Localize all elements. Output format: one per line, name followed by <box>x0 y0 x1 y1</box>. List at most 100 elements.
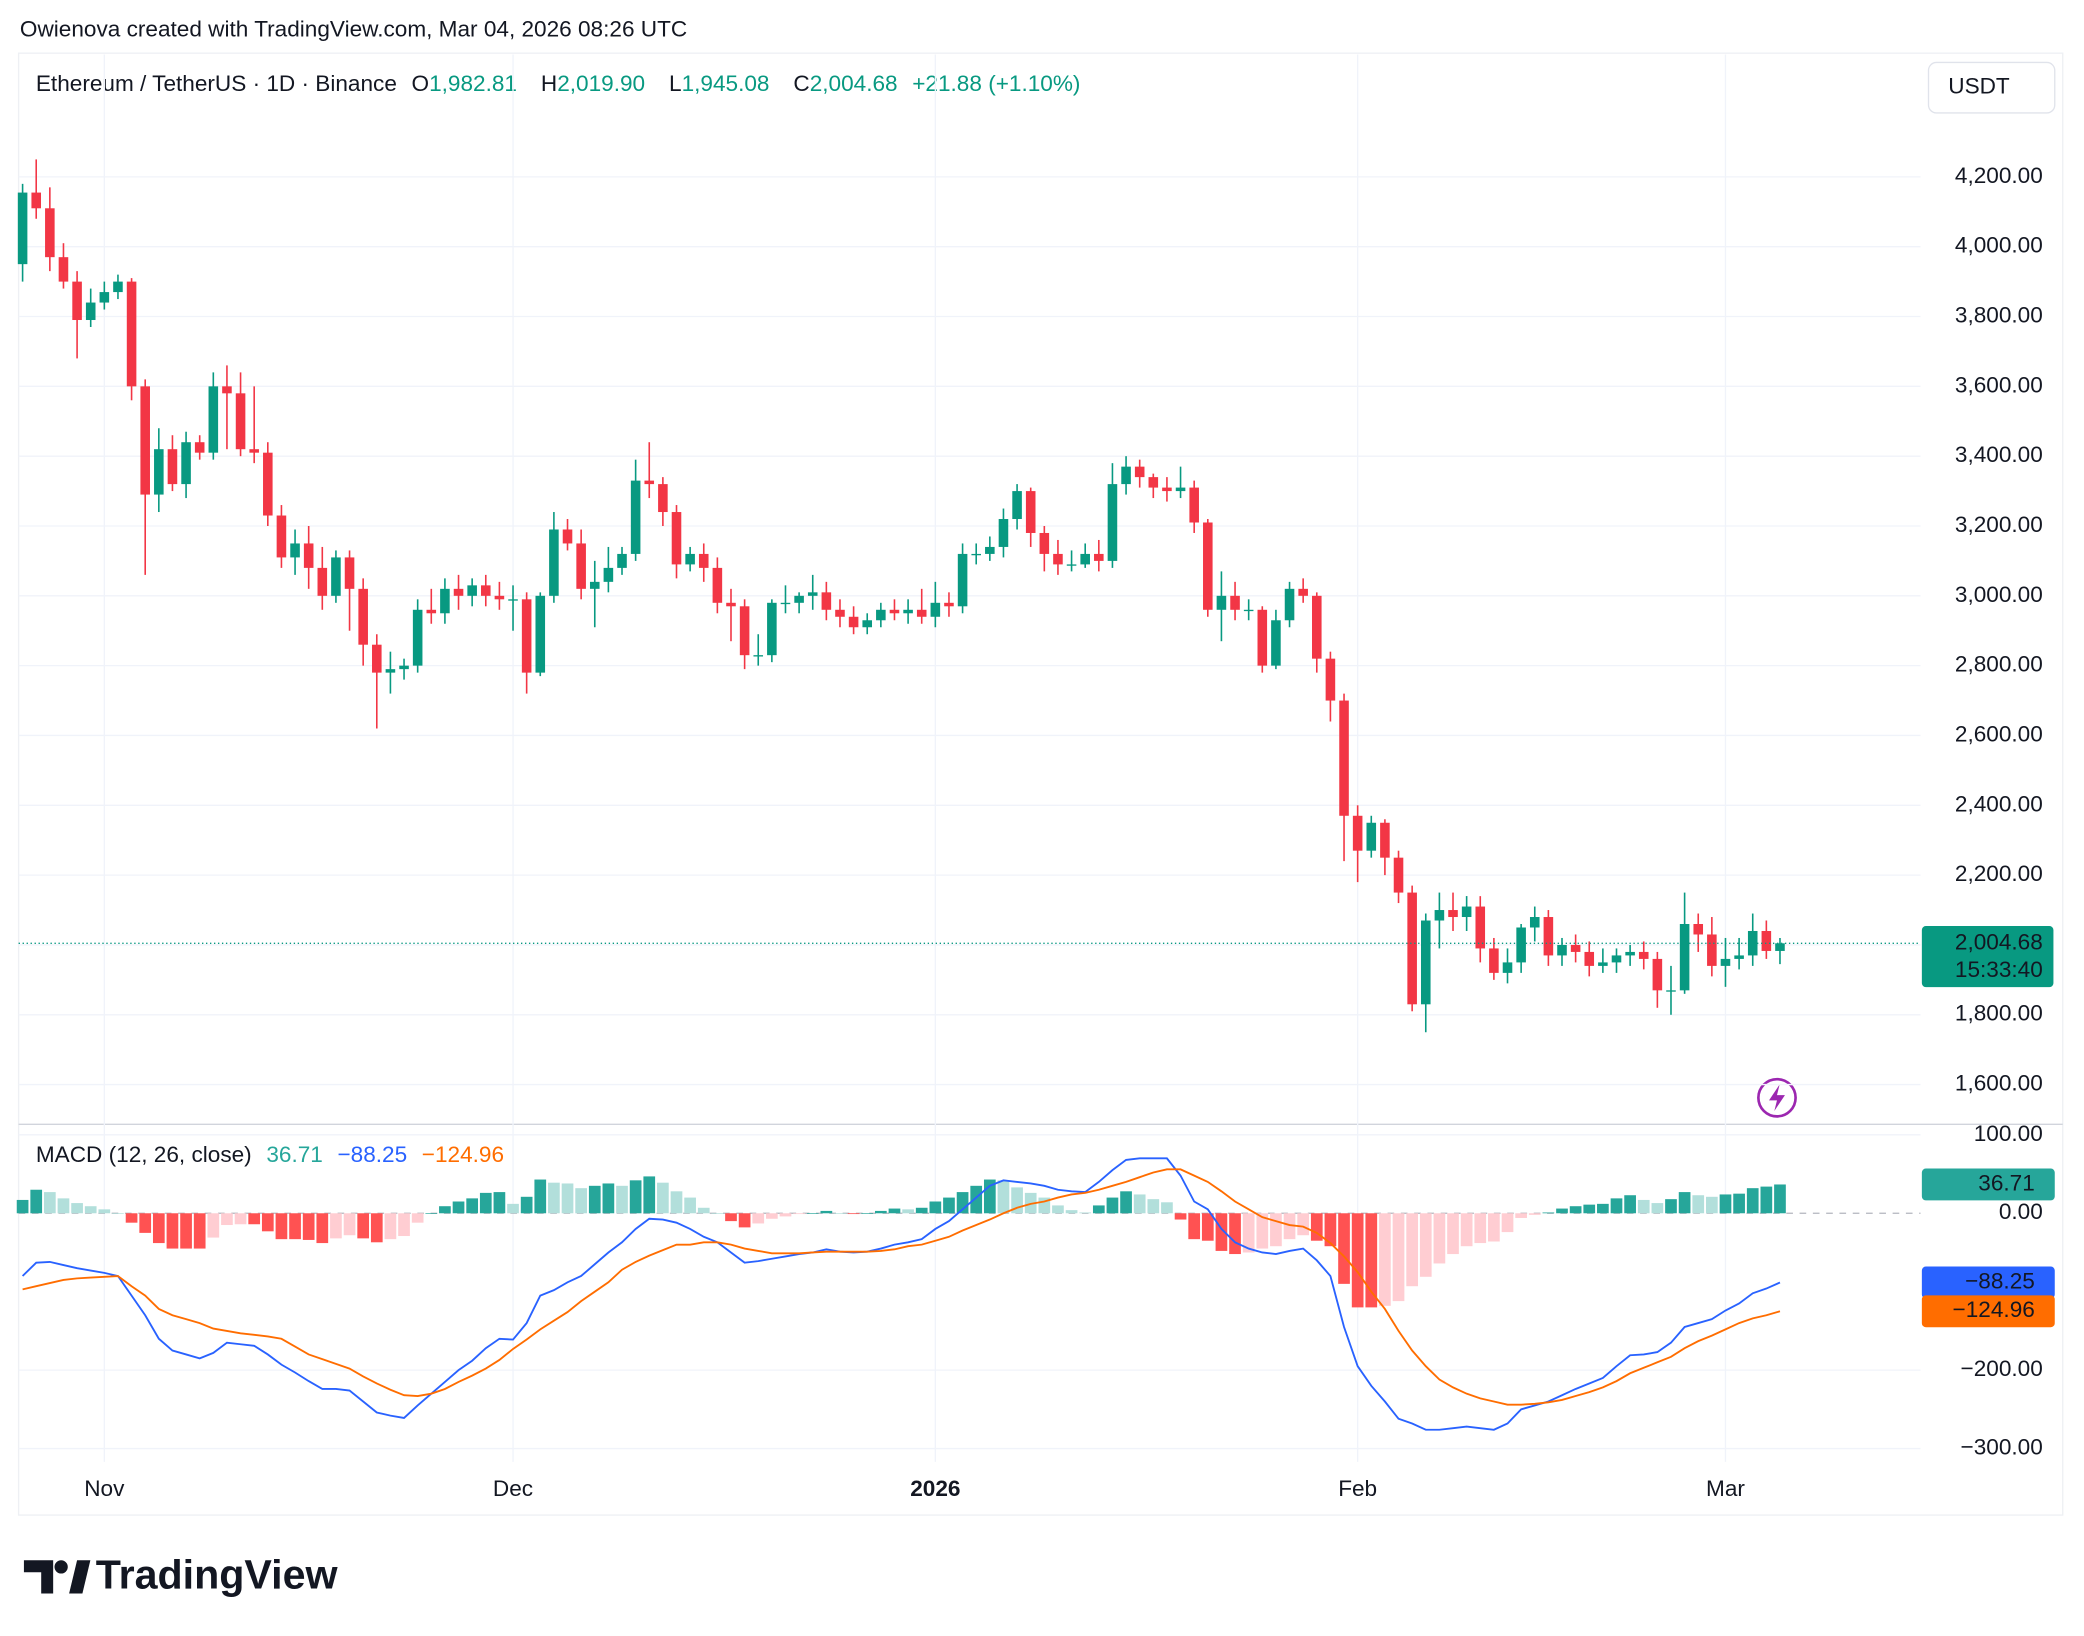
histogram-bar <box>1706 1196 1718 1214</box>
candle-body <box>1012 491 1022 520</box>
candle-body <box>712 567 723 603</box>
candle-body <box>998 519 1009 547</box>
y-tick-label: 4,000.00 <box>1955 233 2043 258</box>
histogram-bar <box>1297 1213 1310 1236</box>
histogram-bar <box>1215 1213 1228 1251</box>
histogram-bar <box>888 1208 901 1214</box>
candle-body <box>971 553 981 556</box>
histogram-bar <box>193 1213 206 1249</box>
histogram-bar <box>520 1196 533 1214</box>
candle-body <box>603 567 614 582</box>
histogram-bar <box>1678 1192 1691 1214</box>
y-tick-label: −300.00 <box>1961 1435 2043 1460</box>
candle-body <box>930 602 941 617</box>
histogram-bar <box>357 1213 370 1239</box>
histogram-bar <box>725 1213 737 1222</box>
candle-body <box>521 599 532 673</box>
candle-body <box>317 567 328 596</box>
candle-body <box>1434 910 1445 921</box>
histogram-bar <box>548 1182 560 1214</box>
histogram-bar <box>1256 1213 1269 1249</box>
macd-line <box>22 1168 1781 1406</box>
alert-bolt[interactable] <box>1769 1084 1785 1112</box>
y-tick-label: 2,200.00 <box>1955 861 2043 886</box>
y-tick-label: 2,600.00 <box>1955 721 2043 746</box>
histogram-bar <box>834 1213 846 1214</box>
histogram-bar <box>1583 1204 1596 1214</box>
macd-line <box>21 1157 1781 1431</box>
candle-body <box>1257 609 1268 666</box>
histogram-bar <box>43 1192 56 1214</box>
candle-body <box>1216 595 1227 610</box>
logo-mark[interactable] <box>23 1560 54 1594</box>
candle-body <box>249 449 259 453</box>
candle-body <box>126 281 137 387</box>
histogram-bar <box>779 1213 792 1217</box>
histogram-bar <box>1242 1213 1255 1253</box>
y-tick-label: 1,600.00 <box>1955 1071 2043 1096</box>
currency-box[interactable] <box>1927 61 2056 114</box>
histogram-bar <box>915 1207 928 1214</box>
attribution: Owienova created with TradingView.com, M… <box>20 17 687 42</box>
histogram-bar <box>98 1209 111 1214</box>
candle-body <box>1189 487 1199 523</box>
histogram-bar <box>629 1180 642 1214</box>
macd-value: −124.96 <box>422 1142 504 1167</box>
logo-dot[interactable] <box>54 1560 68 1574</box>
histogram-bar <box>602 1183 615 1214</box>
series-last-label: −88.25 <box>1965 1268 2035 1293</box>
candle-body <box>31 192 42 209</box>
histogram-bar <box>1760 1186 1773 1214</box>
candle-body <box>985 546 995 554</box>
candle-body <box>589 581 600 589</box>
candle-body <box>235 393 246 450</box>
histogram-bar <box>588 1185 601 1214</box>
histogram-bar <box>411 1213 424 1223</box>
x-tick-label: Feb <box>1338 1476 1377 1501</box>
brand[interactable]: TradingView <box>96 1551 339 1597</box>
alert-icon[interactable] <box>1757 1077 1797 1118</box>
candle-body <box>1230 595 1240 610</box>
legend-value: 1,945.08 <box>682 71 770 96</box>
y-tick-label: 2,400.00 <box>1955 791 2043 816</box>
candle-body <box>916 609 927 617</box>
x-tick-label: Nov <box>84 1476 125 1501</box>
histogram-bar <box>112 1213 124 1214</box>
candle-body <box>1557 944 1567 956</box>
histogram-bar <box>452 1201 465 1214</box>
histogram-bar <box>875 1210 887 1214</box>
candle-body <box>698 553 709 568</box>
logo-mark[interactable] <box>69 1560 91 1594</box>
candle-body <box>1053 553 1063 565</box>
histogram-bar <box>71 1203 83 1214</box>
candle-body <box>848 616 859 628</box>
histogram-bar <box>1746 1188 1759 1214</box>
legend-value: 2,004.68 <box>810 71 898 96</box>
candle-body <box>467 585 477 596</box>
logo[interactable]: TradingView <box>23 1551 339 1597</box>
candle-body <box>685 553 695 565</box>
histogram-bar <box>30 1189 43 1214</box>
candle-body <box>617 553 627 568</box>
candle-body <box>1679 924 1690 991</box>
candle-body <box>453 588 464 596</box>
histogram-bar <box>316 1213 329 1244</box>
histogram-bar <box>1733 1193 1745 1214</box>
candle-body <box>1298 588 1308 596</box>
currency[interactable]: USDT <box>1948 74 2010 99</box>
histogram-bar <box>1092 1205 1105 1214</box>
candle-body <box>1352 815 1363 851</box>
candle-body <box>1734 955 1744 959</box>
histogram-bar <box>1774 1184 1786 1214</box>
histogram-bar <box>302 1213 315 1240</box>
histogram-bar <box>1474 1213 1487 1244</box>
histogram-bar <box>1065 1210 1078 1214</box>
histogram-bar <box>616 1185 628 1214</box>
candle-body <box>222 386 232 394</box>
candle-body <box>372 644 382 673</box>
candle-body <box>358 588 368 645</box>
candle-body <box>208 386 219 453</box>
histogram-bar <box>1052 1205 1064 1214</box>
histogram-bar <box>766 1213 778 1219</box>
histogram-bar <box>166 1213 179 1249</box>
